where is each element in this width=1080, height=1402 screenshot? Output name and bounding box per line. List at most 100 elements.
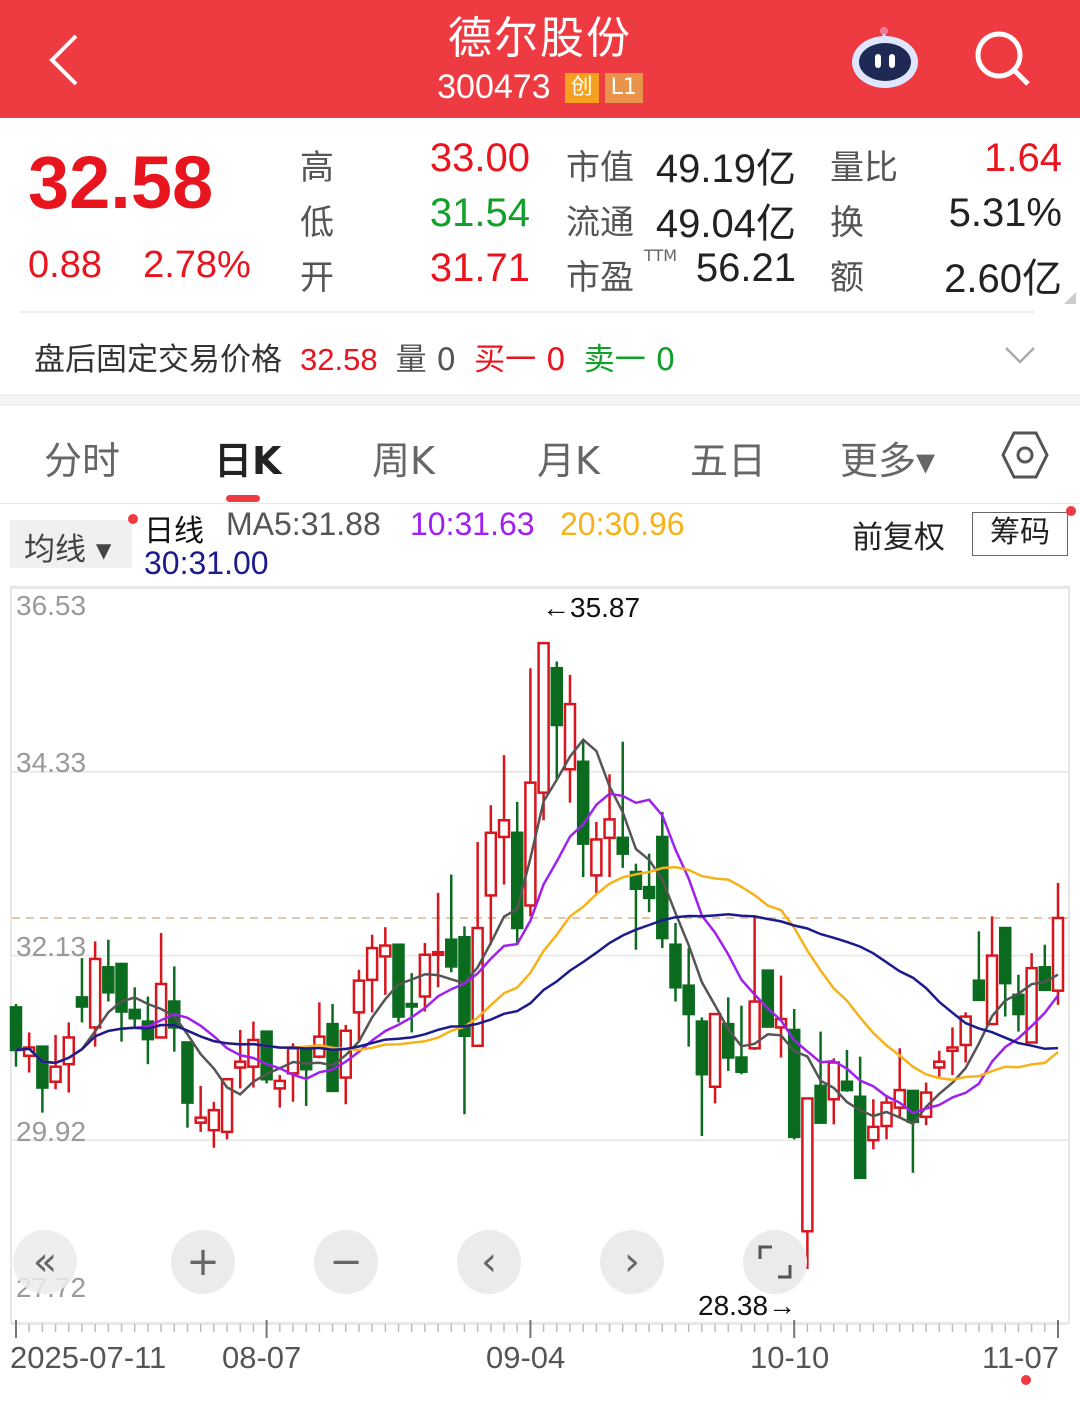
candle-down xyxy=(722,1022,735,1059)
candle-down xyxy=(326,1022,339,1093)
ma5-line xyxy=(15,737,1059,1126)
period-label: 日线 xyxy=(144,514,204,549)
x-tick-label: 09-04 xyxy=(486,1340,566,1375)
candle-down xyxy=(787,1028,801,1139)
candle-down xyxy=(299,1047,313,1071)
tab-monthly-k[interactable]: 月K xyxy=(537,439,600,483)
low-annotation: 28.38→ xyxy=(698,1290,797,1321)
tab-intraday[interactable]: 分时 xyxy=(44,439,121,483)
stock-code-row: 300473 创 L1 xyxy=(0,68,1080,107)
zoom-out-icon[interactable]: − xyxy=(314,1230,378,1294)
candle-up xyxy=(49,1065,62,1083)
candle-up xyxy=(247,1038,260,1068)
market-cap-label: 市值 xyxy=(566,148,634,188)
candle-up xyxy=(220,1077,234,1134)
kline-chart[interactable] xyxy=(0,586,1080,1346)
tab-daily-k[interactable]: 日K xyxy=(214,439,282,483)
candle-up xyxy=(708,1012,722,1088)
candle-down xyxy=(405,1002,418,1008)
pe-value: 56.21 xyxy=(695,246,796,290)
chips-button[interactable]: 筹码 xyxy=(972,512,1068,556)
zoom-in-icon[interactable]: + xyxy=(171,1230,235,1294)
candle-down xyxy=(1038,966,1052,992)
candle-down xyxy=(669,943,682,989)
tab-weekly-k[interactable]: 周K xyxy=(372,439,435,483)
candle-up xyxy=(946,1046,959,1053)
candle-up xyxy=(919,1091,933,1119)
candle-down xyxy=(616,836,629,855)
candle-up xyxy=(497,818,511,839)
pe-label: 市盈 xyxy=(566,258,634,298)
candle-down xyxy=(840,1080,854,1092)
app-header: 德尔股份 300473 创 L1 xyxy=(0,0,1080,118)
candle-down xyxy=(906,1089,920,1124)
right-icon[interactable]: › xyxy=(600,1230,664,1294)
board-badge: 创 xyxy=(564,72,599,103)
candle-down xyxy=(115,962,128,1013)
notification-dot xyxy=(1066,506,1076,516)
high-annotation: ←35.87 xyxy=(542,592,641,623)
candle-down xyxy=(128,1008,141,1020)
candle-up xyxy=(194,1116,207,1124)
level-badge: L1 xyxy=(604,72,643,103)
y-tick-label: 34.33 xyxy=(16,747,87,778)
candle-down xyxy=(102,966,115,994)
assistant-robot-icon[interactable] xyxy=(850,26,920,90)
candle-up xyxy=(524,781,537,907)
ma10-value: 10:31.63 xyxy=(410,506,535,542)
open-label: 开 xyxy=(300,258,334,298)
candle-down xyxy=(181,1041,194,1104)
chevron-down-icon[interactable] xyxy=(1004,344,1036,366)
candle-down xyxy=(9,1006,23,1052)
candle-down xyxy=(998,926,1012,985)
adjust-mode[interactable]: 前复权 xyxy=(852,520,945,556)
divider xyxy=(20,311,1035,313)
high-label: 高 xyxy=(300,148,334,188)
market-cap-value: 49.19亿 xyxy=(655,147,796,191)
back-icon[interactable] xyxy=(44,32,84,88)
candle-up xyxy=(933,1060,946,1069)
candle-up xyxy=(207,1108,221,1132)
candle-up xyxy=(959,1015,972,1047)
turnover-value: 5.31% xyxy=(948,191,1062,235)
candle-up xyxy=(88,957,102,1029)
latest-marker-dot xyxy=(1021,1375,1031,1385)
x-tick-label: 11-07 xyxy=(982,1340,1059,1375)
candle-up xyxy=(801,1097,814,1233)
rewind-icon[interactable]: « xyxy=(13,1230,77,1294)
ma5-value: MA5:31.88 xyxy=(226,506,381,542)
candle-down xyxy=(642,885,656,900)
section-separator xyxy=(0,394,1080,406)
change-percent: 2.78% xyxy=(143,244,251,286)
search-icon[interactable] xyxy=(972,28,1032,88)
corner-fold-icon xyxy=(1064,292,1076,304)
candle-down xyxy=(695,1020,709,1076)
change-amount: 0.88 xyxy=(28,244,102,286)
settings-hex-icon[interactable] xyxy=(1000,430,1050,480)
tab-five-day[interactable]: 五日 xyxy=(690,439,767,483)
low-value: 31.54 xyxy=(429,191,530,235)
candle-down xyxy=(392,943,405,1018)
ma30-line xyxy=(15,913,1059,1065)
candle-up xyxy=(379,944,392,958)
candle-down xyxy=(260,1030,273,1081)
x-tick-label: 2025-07-11 xyxy=(10,1340,167,1375)
amount-label: 额 xyxy=(830,258,864,298)
candle-down xyxy=(682,984,695,1016)
candle-up xyxy=(985,954,999,1026)
candle-up xyxy=(603,818,616,840)
after-hours-row[interactable]: 盘后固定交易价格 32.58 量 0 买一 0 卖一 0 xyxy=(34,334,693,379)
left-icon[interactable]: ‹ xyxy=(457,1230,521,1294)
candle-down xyxy=(814,1084,827,1124)
x-tick-label: 10-10 xyxy=(750,1340,830,1375)
tab-more[interactable]: 更多▾ xyxy=(840,439,936,483)
fullscreen-icon[interactable] xyxy=(743,1230,807,1294)
stock-name: 德尔股份 xyxy=(448,13,632,64)
after-hours-price: 32.58 xyxy=(300,342,378,377)
indicator-select[interactable]: 均线 ▾ xyxy=(10,520,132,568)
high-value: 33.00 xyxy=(429,136,530,180)
after-hours-bid: 买一 0 xyxy=(474,342,566,378)
candle-up xyxy=(827,1061,841,1101)
candle-down xyxy=(36,1045,49,1089)
candle-up xyxy=(1025,966,1038,1044)
